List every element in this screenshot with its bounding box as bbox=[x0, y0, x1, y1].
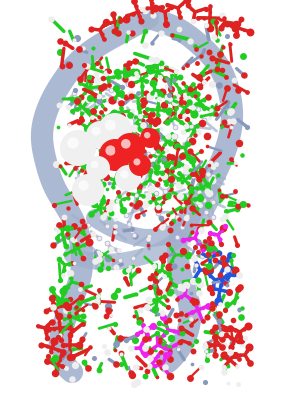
Circle shape bbox=[115, 165, 141, 191]
Circle shape bbox=[105, 146, 116, 156]
Circle shape bbox=[72, 174, 104, 206]
Circle shape bbox=[67, 137, 79, 149]
Circle shape bbox=[129, 154, 151, 176]
Circle shape bbox=[121, 139, 131, 149]
Circle shape bbox=[105, 120, 116, 131]
Circle shape bbox=[120, 170, 129, 178]
Circle shape bbox=[98, 113, 132, 147]
Circle shape bbox=[140, 128, 160, 148]
Circle shape bbox=[144, 132, 150, 138]
Circle shape bbox=[78, 180, 88, 191]
Circle shape bbox=[60, 130, 96, 166]
Circle shape bbox=[133, 158, 141, 166]
Circle shape bbox=[91, 161, 98, 168]
Circle shape bbox=[86, 156, 110, 180]
Circle shape bbox=[86, 121, 114, 149]
Circle shape bbox=[99, 139, 131, 171]
Circle shape bbox=[92, 126, 101, 136]
Circle shape bbox=[115, 133, 145, 163]
